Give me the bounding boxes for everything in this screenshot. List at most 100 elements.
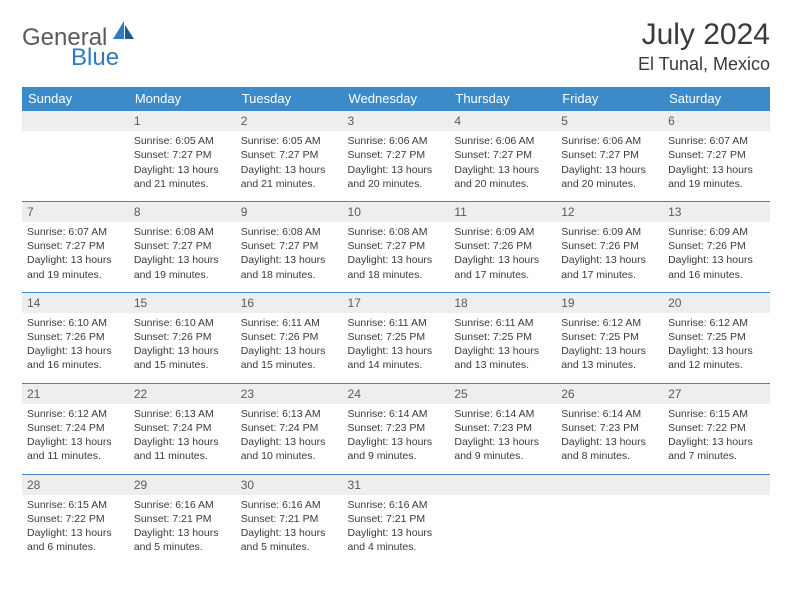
daylight-line1: Daylight: 13 hours [134,435,231,449]
sunset: Sunset: 7:27 PM [561,148,658,162]
daylight-line2: and 11 minutes. [134,449,231,463]
day-body: Sunrise: 6:13 AMSunset: 7:24 PMDaylight:… [129,404,236,474]
calendar-cell: 31Sunrise: 6:16 AMSunset: 7:21 PMDayligh… [343,474,450,564]
sunrise: Sunrise: 6:10 AM [134,316,231,330]
day-number: 19 [556,293,663,313]
weekday-header: Sunday [22,87,129,111]
day-number: 16 [236,293,343,313]
daylight-line1: Daylight: 13 hours [561,344,658,358]
sunrise: Sunrise: 6:12 AM [668,316,765,330]
daylight-line1: Daylight: 13 hours [348,344,445,358]
calendar-cell: 20Sunrise: 6:12 AMSunset: 7:25 PMDayligh… [663,292,770,383]
calendar-cell: 24Sunrise: 6:14 AMSunset: 7:23 PMDayligh… [343,383,450,474]
day-number: 15 [129,293,236,313]
daylight-line1: Daylight: 13 hours [27,526,124,540]
sunset: Sunset: 7:27 PM [134,148,231,162]
day-number: 18 [449,293,556,313]
weekday-header: Tuesday [236,87,343,111]
daylight-line2: and 20 minutes. [454,177,551,191]
day-body: Sunrise: 6:12 AMSunset: 7:24 PMDaylight:… [22,404,129,474]
daylight-line1: Daylight: 13 hours [668,253,765,267]
weekday-header: Thursday [449,87,556,111]
sunset: Sunset: 7:24 PM [27,421,124,435]
calendar-body: 1Sunrise: 6:05 AMSunset: 7:27 PMDaylight… [22,111,770,565]
daylight-line1: Daylight: 13 hours [561,435,658,449]
sunset: Sunset: 7:27 PM [348,148,445,162]
weekday-header: Monday [129,87,236,111]
day-number: 8 [129,202,236,222]
day-number: 25 [449,384,556,404]
calendar-cell: 13Sunrise: 6:09 AMSunset: 7:26 PMDayligh… [663,201,770,292]
sunrise: Sunrise: 6:05 AM [241,134,338,148]
calendar-cell: 9Sunrise: 6:08 AMSunset: 7:27 PMDaylight… [236,201,343,292]
calendar-cell: 11Sunrise: 6:09 AMSunset: 7:26 PMDayligh… [449,201,556,292]
sunrise: Sunrise: 6:08 AM [134,225,231,239]
calendar-cell: 25Sunrise: 6:14 AMSunset: 7:23 PMDayligh… [449,383,556,474]
sunset: Sunset: 7:22 PM [668,421,765,435]
day-number: 6 [663,111,770,131]
day-body: Sunrise: 6:06 AMSunset: 7:27 PMDaylight:… [343,131,450,201]
sunset: Sunset: 7:21 PM [348,512,445,526]
sunset: Sunset: 7:27 PM [668,148,765,162]
calendar-table: SundayMondayTuesdayWednesdayThursdayFrid… [22,87,770,564]
calendar-cell [663,474,770,564]
day-number: 30 [236,475,343,495]
day-number: 1 [129,111,236,131]
sunrise: Sunrise: 6:07 AM [668,134,765,148]
day-number: 17 [343,293,450,313]
daylight-line2: and 7 minutes. [668,449,765,463]
day-body: Sunrise: 6:14 AMSunset: 7:23 PMDaylight:… [556,404,663,474]
day-body: Sunrise: 6:09 AMSunset: 7:26 PMDaylight:… [556,222,663,292]
calendar-row: 14Sunrise: 6:10 AMSunset: 7:26 PMDayligh… [22,292,770,383]
day-body: Sunrise: 6:16 AMSunset: 7:21 PMDaylight:… [129,495,236,565]
daylight-line2: and 10 minutes. [241,449,338,463]
daylight-line2: and 4 minutes. [348,540,445,554]
weekday-header: Saturday [663,87,770,111]
day-body: Sunrise: 6:15 AMSunset: 7:22 PMDaylight:… [663,404,770,474]
daylight-line2: and 19 minutes. [134,268,231,282]
daylight-line2: and 5 minutes. [134,540,231,554]
sunrise: Sunrise: 6:06 AM [454,134,551,148]
sunrise: Sunrise: 6:14 AM [561,407,658,421]
calendar-cell: 14Sunrise: 6:10 AMSunset: 7:26 PMDayligh… [22,292,129,383]
sunrise: Sunrise: 6:13 AM [134,407,231,421]
calendar-cell: 30Sunrise: 6:16 AMSunset: 7:21 PMDayligh… [236,474,343,564]
daylight-line2: and 9 minutes. [454,449,551,463]
daylight-line1: Daylight: 13 hours [134,344,231,358]
day-number-empty [449,475,556,495]
daylight-line2: and 19 minutes. [27,268,124,282]
sunset: Sunset: 7:24 PM [134,421,231,435]
day-number-empty [663,475,770,495]
day-body: Sunrise: 6:10 AMSunset: 7:26 PMDaylight:… [129,313,236,383]
daylight-line2: and 14 minutes. [348,358,445,372]
daylight-line2: and 19 minutes. [668,177,765,191]
daylight-line2: and 20 minutes. [348,177,445,191]
daylight-line1: Daylight: 13 hours [454,253,551,267]
day-number: 12 [556,202,663,222]
calendar-cell: 17Sunrise: 6:11 AMSunset: 7:25 PMDayligh… [343,292,450,383]
sunrise: Sunrise: 6:11 AM [348,316,445,330]
day-number: 28 [22,475,129,495]
logo-text-blue: Blue [71,44,119,72]
day-number: 29 [129,475,236,495]
daylight-line1: Daylight: 13 hours [668,163,765,177]
day-number: 27 [663,384,770,404]
sunrise: Sunrise: 6:15 AM [27,498,124,512]
day-body: Sunrise: 6:05 AMSunset: 7:27 PMDaylight:… [236,131,343,201]
daylight-line1: Daylight: 13 hours [348,253,445,267]
day-body: Sunrise: 6:06 AMSunset: 7:27 PMDaylight:… [449,131,556,201]
day-number: 23 [236,384,343,404]
daylight-line1: Daylight: 13 hours [134,253,231,267]
sunrise: Sunrise: 6:06 AM [561,134,658,148]
day-body: Sunrise: 6:11 AMSunset: 7:26 PMDaylight:… [236,313,343,383]
sunset: Sunset: 7:25 PM [561,330,658,344]
calendar-cell: 12Sunrise: 6:09 AMSunset: 7:26 PMDayligh… [556,201,663,292]
daylight-line2: and 13 minutes. [561,358,658,372]
location: El Tunal, Mexico [638,54,770,75]
day-body: Sunrise: 6:13 AMSunset: 7:24 PMDaylight:… [236,404,343,474]
calendar-cell: 22Sunrise: 6:13 AMSunset: 7:24 PMDayligh… [129,383,236,474]
day-body: Sunrise: 6:06 AMSunset: 7:27 PMDaylight:… [556,131,663,201]
daylight-line2: and 17 minutes. [561,268,658,282]
day-number: 5 [556,111,663,131]
day-body: Sunrise: 6:05 AMSunset: 7:27 PMDaylight:… [129,131,236,201]
